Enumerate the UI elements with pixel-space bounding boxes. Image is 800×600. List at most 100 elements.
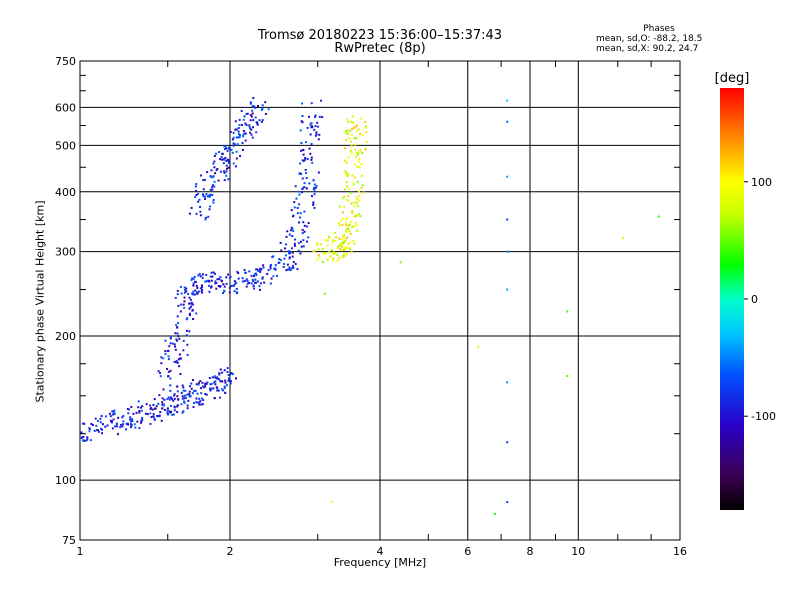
- data-point: [315, 133, 318, 136]
- data-point: [319, 243, 322, 246]
- data-point: [344, 170, 347, 173]
- data-point: [181, 395, 184, 398]
- data-point: [361, 152, 364, 155]
- data-point: [338, 256, 341, 259]
- data-point: [210, 176, 213, 179]
- data-point: [256, 122, 259, 125]
- data-point: [190, 382, 193, 385]
- data-point: [210, 285, 213, 288]
- data-point: [209, 275, 212, 278]
- data-point: [104, 425, 107, 428]
- data-point: [232, 284, 235, 287]
- data-point: [292, 266, 295, 269]
- data-point: [274, 268, 277, 271]
- data-point: [236, 143, 239, 146]
- data-point: [169, 336, 172, 339]
- y-tick-label: 300: [55, 246, 76, 259]
- data-point: [226, 149, 229, 152]
- data-point: [216, 167, 219, 170]
- data-point: [342, 254, 345, 257]
- data-point: [253, 281, 256, 284]
- data-point: [213, 375, 216, 378]
- data-point: [269, 263, 272, 266]
- data-point: [176, 395, 179, 398]
- data-point: [260, 108, 263, 111]
- data-point: [293, 238, 296, 241]
- data-point: [296, 206, 299, 209]
- data-point: [178, 365, 181, 368]
- data-point: [222, 283, 225, 286]
- data-point: [348, 137, 351, 140]
- data-point: [346, 253, 349, 256]
- data-point: [310, 156, 313, 159]
- data-point: [341, 211, 344, 214]
- data-point: [311, 126, 314, 129]
- data-point: [190, 278, 193, 281]
- data-point: [342, 235, 345, 238]
- data-point: [237, 127, 240, 130]
- data-point: [176, 326, 179, 329]
- data-point: [224, 391, 227, 394]
- data-point: [167, 375, 170, 378]
- data-point: [197, 383, 200, 386]
- data-point: [353, 242, 356, 245]
- data-point: [195, 401, 198, 404]
- data-point: [194, 196, 197, 199]
- data-point: [242, 133, 245, 136]
- data-point: [306, 225, 309, 228]
- data-point: [350, 152, 353, 155]
- data-point: [234, 128, 237, 131]
- data-point: [209, 205, 212, 208]
- data-point: [506, 441, 509, 444]
- data-point: [160, 419, 163, 422]
- data-point: [188, 314, 191, 317]
- data-point: [305, 240, 308, 243]
- data-point: [213, 397, 216, 400]
- data-point: [159, 372, 162, 375]
- data-point: [259, 282, 262, 285]
- data-point: [196, 286, 199, 289]
- data-point: [354, 215, 357, 218]
- data-point: [226, 370, 229, 373]
- data-point: [205, 393, 208, 396]
- data-point: [228, 277, 231, 280]
- data-point: [166, 411, 169, 414]
- data-point: [341, 242, 344, 245]
- data-point: [229, 382, 232, 385]
- data-point: [222, 158, 225, 161]
- data-point: [188, 330, 191, 333]
- data-point: [100, 432, 103, 435]
- data-point: [163, 398, 166, 401]
- data-point: [204, 216, 207, 219]
- data-point: [110, 420, 113, 423]
- data-point: [180, 292, 183, 295]
- data-point: [290, 229, 293, 232]
- data-point: [193, 402, 196, 405]
- data-point: [231, 151, 234, 154]
- data-point: [209, 383, 212, 386]
- data-point: [249, 114, 252, 117]
- data-point: [169, 369, 172, 372]
- data-point: [270, 277, 273, 280]
- data-point: [199, 287, 202, 290]
- data-point: [149, 422, 152, 425]
- data-point: [186, 393, 189, 396]
- data-point: [235, 157, 238, 160]
- data-point: [347, 129, 350, 132]
- data-point: [195, 383, 198, 386]
- data-point: [207, 215, 210, 218]
- data-point: [183, 286, 186, 289]
- data-point: [185, 287, 188, 290]
- data-points: [80, 97, 660, 515]
- data-point: [345, 173, 348, 176]
- data-point: [226, 367, 229, 370]
- data-point: [202, 188, 205, 191]
- data-point: [130, 424, 133, 427]
- data-point: [314, 115, 317, 118]
- data-point: [189, 395, 192, 398]
- colorbar-tick-label: 0: [751, 293, 758, 306]
- data-point: [217, 377, 220, 380]
- data-point: [353, 205, 356, 208]
- data-point: [211, 188, 214, 191]
